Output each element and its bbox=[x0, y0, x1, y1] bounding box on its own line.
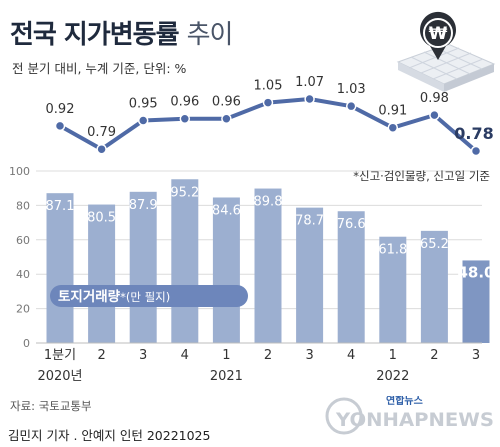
title-main: 전국 지가변동률 bbox=[10, 20, 179, 50]
line-point bbox=[304, 93, 315, 105]
bar-value-label: 65.2 bbox=[420, 237, 449, 252]
x-tick-label: 4 bbox=[347, 348, 355, 363]
x-tick-label: 1 bbox=[222, 348, 230, 363]
line-point bbox=[470, 145, 482, 157]
bar-value-label: 61.8 bbox=[378, 243, 407, 258]
source-note: 자료: 국토교통부 bbox=[10, 399, 92, 413]
line-point bbox=[96, 143, 107, 155]
bar-value-label: 76.6 bbox=[337, 217, 366, 232]
x-tick-label: 1분기 bbox=[44, 348, 76, 363]
line-point bbox=[179, 113, 191, 124]
bar-value-label: 80.5 bbox=[87, 211, 116, 226]
bar-value-label: 48.0 bbox=[457, 263, 494, 281]
y-tick-label: 80 bbox=[16, 199, 30, 212]
won-coin-map-icon: ₩ bbox=[396, 11, 496, 92]
bar bbox=[254, 188, 282, 343]
line-value-label: 0.79 bbox=[87, 125, 116, 140]
line-value-label: 0.78 bbox=[454, 124, 493, 143]
series-badge-label: 토지거래량*(만 필지) bbox=[58, 289, 170, 305]
line-value-label: 0.95 bbox=[129, 97, 158, 112]
chart-title: 전국 지가변동률 추이 bbox=[10, 14, 234, 51]
bar bbox=[212, 197, 240, 343]
title-light: 추이 bbox=[186, 20, 234, 50]
series-name: 토지거래량 bbox=[58, 289, 121, 305]
bar bbox=[462, 260, 490, 343]
line-point bbox=[262, 97, 274, 108]
y-tick-label: 20 bbox=[16, 303, 30, 316]
line-value-label: 0.91 bbox=[378, 104, 407, 119]
footnote: *신고·검인물량, 신고일 기준 bbox=[353, 169, 490, 183]
line-value-label: 0.98 bbox=[420, 91, 449, 106]
bar-value-label: 87.9 bbox=[129, 198, 158, 213]
x-tick-label: 3 bbox=[472, 348, 480, 363]
svg-text:₩: ₩ bbox=[429, 24, 448, 44]
logo-brand: 연합뉴스 bbox=[386, 396, 423, 407]
bar bbox=[88, 204, 116, 343]
y-tick-label: 0 bbox=[23, 337, 30, 350]
line-point bbox=[387, 122, 399, 133]
bar-value-label: 87.1 bbox=[46, 199, 75, 214]
y-tick-label: 60 bbox=[16, 234, 30, 247]
line-value-label: 1.07 bbox=[295, 75, 324, 90]
x-tick-label: 2 bbox=[264, 348, 272, 363]
line-point bbox=[345, 100, 357, 112]
line-value-label: 0.96 bbox=[212, 95, 241, 110]
x-year-label: 2022 bbox=[376, 369, 409, 384]
line-point bbox=[137, 115, 149, 126]
series-badge bbox=[50, 285, 248, 307]
bar bbox=[379, 236, 407, 343]
bar-value-label: 78.7 bbox=[295, 214, 324, 229]
line-value-label: 1.05 bbox=[254, 79, 283, 94]
yonhap-logo: 연합뉴스 YONHAPNEWS bbox=[325, 396, 494, 435]
chart-subtitle: 전 분기 대비, 누계 기준, 단위: % bbox=[12, 61, 187, 76]
logo-wordmark: YONHAPNEWS bbox=[335, 409, 494, 431]
bar bbox=[420, 230, 448, 343]
bar bbox=[337, 211, 365, 343]
line-point bbox=[429, 109, 440, 121]
bar-value-label: 89.8 bbox=[254, 195, 283, 210]
x-tick-label: 2 bbox=[97, 348, 105, 363]
x-tick-label: 2 bbox=[430, 348, 438, 363]
series-unit: *(만 필지) bbox=[120, 290, 170, 304]
credit-line: 김민지 기자 . 안예지 인턴 20221025 bbox=[8, 428, 211, 443]
y-tick-label: 40 bbox=[16, 268, 30, 281]
bar bbox=[171, 179, 199, 343]
bar bbox=[46, 193, 74, 343]
bar-value-label: 95.2 bbox=[170, 185, 199, 200]
x-tick-label: 3 bbox=[305, 348, 313, 363]
x-year-label: 2020년 bbox=[37, 369, 82, 384]
x-tick-label: 3 bbox=[139, 348, 147, 363]
line-value-label: 0.96 bbox=[170, 95, 199, 110]
y-tick-label: 100 bbox=[9, 165, 30, 178]
x-tick-label: 1 bbox=[389, 348, 397, 363]
bar bbox=[296, 207, 324, 343]
line-point bbox=[221, 113, 232, 124]
x-year-label: 2021 bbox=[210, 369, 243, 384]
line-point bbox=[54, 120, 66, 132]
bar bbox=[129, 191, 157, 343]
line-value-label: 1.03 bbox=[337, 82, 366, 97]
x-tick-label: 4 bbox=[181, 348, 189, 363]
line-value-label: 0.92 bbox=[46, 102, 75, 117]
bar-value-label: 84.6 bbox=[212, 203, 241, 218]
